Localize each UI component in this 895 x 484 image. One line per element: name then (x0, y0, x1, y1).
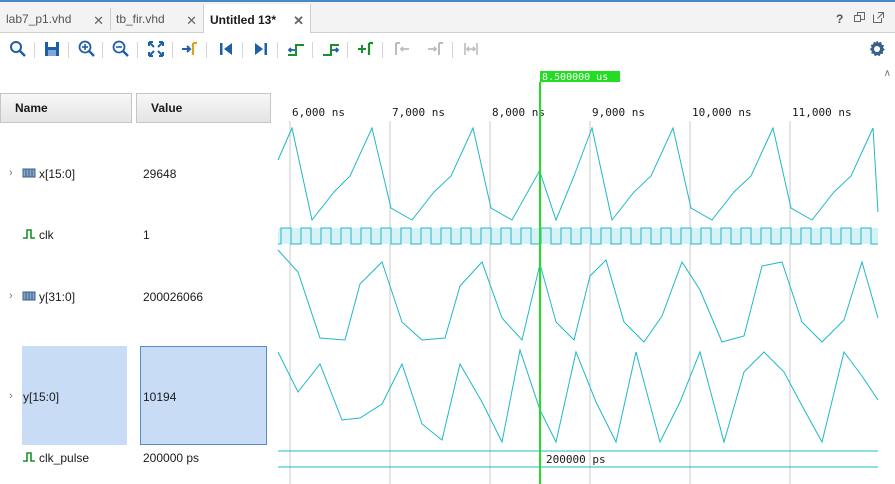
tab-label: tb_fir.vhd (116, 12, 165, 26)
bus-icon (22, 167, 36, 179)
waveform-y16 (277, 348, 879, 444)
expand-chevron-icon[interactable]: › (9, 167, 13, 179)
signal-value-clk-pulse: 200000 ps (143, 451, 200, 465)
time-tick-label: 7,000 ns (392, 106, 445, 119)
value-column-header[interactable]: Value (136, 93, 271, 123)
tab-bar: lab7_p1.vhd ✕ tb_fir.vhd ✕ Untitled 13* … (0, 0, 895, 35)
signal-value-y32: 200026066 (143, 290, 204, 304)
signal-name-x[interactable]: x[15:0] (39, 167, 76, 181)
time-tick-label: 6,000 ns (292, 106, 345, 119)
signal-name-clk-pulse[interactable]: clk_pulse (39, 451, 90, 465)
value-column-label: Value (151, 101, 183, 115)
close-icon[interactable]: ✕ (293, 13, 304, 28)
signal-value-y16: 10194 (143, 390, 177, 404)
add-marker-icon[interactable] (356, 39, 376, 59)
close-icon[interactable]: ✕ (186, 13, 197, 28)
search-icon[interactable] (8, 39, 28, 59)
waveform-y32 (277, 249, 879, 343)
waveform-x (277, 126, 879, 222)
go-to-end-icon[interactable] (251, 39, 271, 59)
waveform-clk (278, 227, 878, 245)
bit-signal-icon (22, 451, 36, 463)
tab-label: Untitled 13* (210, 12, 277, 27)
save-icon[interactable] (42, 39, 62, 59)
time-tick-label: 9,000 ns (592, 106, 645, 119)
selected-row-value-highlight (140, 346, 267, 445)
cursor-time-label: 8.500000 us (542, 72, 608, 83)
time-tick-label: 8,000 ns (492, 106, 545, 119)
tab-tb-fir[interactable]: tb_fir.vhd ✕ (110, 4, 203, 34)
scroll-up-icon[interactable]: ∧ (883, 68, 891, 79)
next-marker-icon (426, 39, 446, 59)
signal-name-clk[interactable]: clk (39, 228, 54, 242)
signal-value-clk: 1 (143, 228, 150, 242)
previous-transition-icon[interactable] (286, 39, 306, 59)
cursor-label-box (540, 71, 620, 82)
swap-cursors-icon (461, 39, 481, 59)
signal-value-x: 29648 (143, 167, 177, 181)
signal-name-y16[interactable]: y[15:0] (23, 390, 60, 404)
go-to-start-icon[interactable] (216, 39, 236, 59)
signal-name-y32[interactable]: y[31:0] (39, 290, 76, 304)
name-column-label: Name (15, 101, 48, 115)
toolbar (0, 33, 895, 65)
restore-icon[interactable] (854, 12, 865, 26)
go-to-cursor-icon[interactable] (180, 39, 200, 59)
name-column-header[interactable]: Name (0, 93, 132, 123)
help-icon[interactable]: ? (836, 12, 844, 26)
bit-signal-icon (22, 228, 36, 240)
gear-icon[interactable] (867, 39, 887, 59)
next-transition-icon[interactable] (321, 39, 341, 59)
time-tick-label: 11,000 ns (792, 106, 852, 119)
tab-label: lab7_p1.vhd (6, 12, 72, 26)
tab-lab7-p1[interactable]: lab7_p1.vhd ✕ (0, 4, 110, 34)
close-icon[interactable]: ✕ (93, 13, 104, 28)
expand-chevron-icon[interactable]: › (9, 390, 13, 402)
waveform-clk-fill (278, 228, 878, 244)
zoom-out-icon[interactable] (111, 39, 131, 59)
time-tick-label: 10,000 ns (692, 106, 752, 119)
zoom-in-icon[interactable] (77, 39, 97, 59)
selected-row-name-highlight (22, 346, 127, 445)
clk-pulse-bus-value: 200000 ps (546, 453, 606, 466)
zoom-fit-icon[interactable] (146, 39, 166, 59)
tab-untitled-13[interactable]: Untitled 13* ✕ (203, 4, 311, 35)
previous-marker-icon (392, 39, 412, 59)
expand-chevron-icon[interactable]: › (9, 290, 13, 302)
bus-icon (22, 290, 36, 302)
float-icon[interactable] (873, 12, 884, 26)
